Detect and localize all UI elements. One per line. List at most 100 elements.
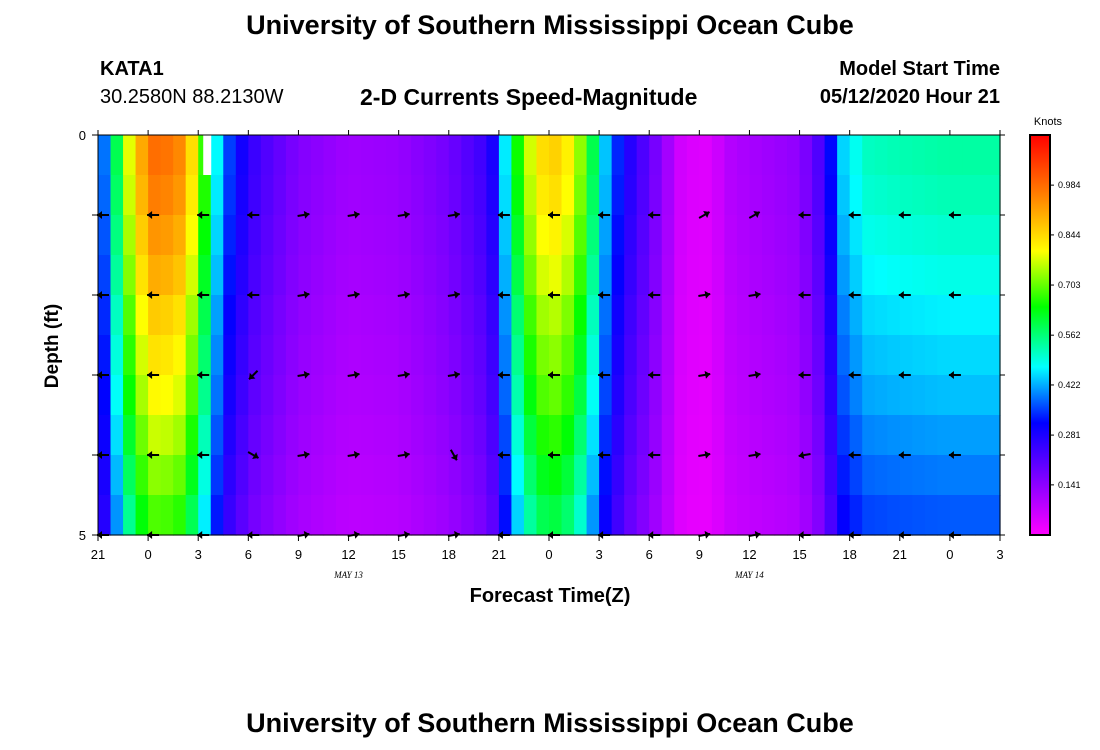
heatmap-cell <box>173 415 187 456</box>
current-vector-arrow <box>297 370 310 379</box>
heatmap-cell <box>824 175 838 216</box>
heatmap-cell <box>511 215 525 256</box>
heatmap-cell <box>123 255 137 296</box>
current-vector-arrow <box>948 451 961 459</box>
arrow-head <box>247 291 253 299</box>
arrow-head <box>598 211 604 219</box>
heatmap-cell <box>649 135 663 176</box>
current-vector-arrow <box>598 451 611 459</box>
heatmap-cell <box>98 415 112 456</box>
heatmap-cell <box>549 495 563 536</box>
heatmap-cell <box>210 495 224 536</box>
heatmap-cell <box>649 455 663 496</box>
heatmap-cell <box>586 495 600 536</box>
heatmap-cell <box>486 495 500 536</box>
x-axis-label: Forecast Time(Z) <box>469 585 631 607</box>
heatmap-cell <box>887 335 901 376</box>
heatmap-cell <box>536 375 550 416</box>
heatmap-cell <box>361 415 375 456</box>
current-vector-arrow <box>848 451 861 459</box>
heatmap-cell <box>987 175 1001 216</box>
heatmap-cell <box>373 135 387 176</box>
heatmap-cell <box>749 415 763 456</box>
heatmap-cell <box>899 495 913 536</box>
heatmap-cell <box>874 175 888 216</box>
heatmap-cell <box>110 175 124 216</box>
heatmap-cell <box>235 335 249 376</box>
heatmap-cell <box>536 255 550 296</box>
heatmap-cell <box>787 375 801 416</box>
arrow-head <box>798 211 804 219</box>
heatmap-cell <box>448 495 462 536</box>
heatmap-cell <box>574 175 588 216</box>
heatmap-cell <box>699 135 713 176</box>
heatmap-cell <box>348 295 362 336</box>
arrow-head <box>548 291 553 299</box>
heatmap-cell <box>511 135 525 176</box>
heatmap-cell <box>549 415 563 456</box>
heatmap-cell <box>599 255 613 296</box>
heatmap-cell <box>862 135 876 176</box>
heatmap-cell <box>761 135 776 176</box>
heatmap-cell <box>336 455 350 496</box>
heatmap-cell <box>962 135 976 176</box>
heatmap-cell <box>787 135 801 176</box>
heatmap-cell <box>974 255 989 296</box>
heatmap-cell <box>373 375 387 416</box>
heatmap-cell <box>285 135 300 176</box>
heatmap-cell <box>799 135 813 176</box>
heatmap-cell <box>310 335 325 376</box>
heatmap-cell <box>348 495 362 536</box>
heatmap-cell <box>812 455 826 496</box>
heatmap-cell <box>110 255 124 296</box>
arrow-head <box>754 370 761 379</box>
heatmap-cell <box>336 215 350 256</box>
heatmap-cell <box>636 175 650 216</box>
heatmap-cell <box>235 135 249 176</box>
heatmap-cell <box>812 255 826 296</box>
arrow-head <box>147 211 153 219</box>
heatmap-cell <box>724 335 738 376</box>
heatmap-cell <box>837 215 851 256</box>
heatmap-cell <box>761 415 776 456</box>
heatmap-cell <box>561 215 575 256</box>
heatmap-cell <box>749 375 763 416</box>
current-vector-arrow <box>548 371 560 379</box>
heatmap-cell <box>962 495 976 536</box>
heatmap-cell <box>924 415 938 456</box>
heatmap-cell <box>123 215 137 256</box>
arrow-head <box>898 451 904 459</box>
heatmap-cell <box>736 375 751 416</box>
heatmap-cell <box>549 175 563 216</box>
heatmap-cell <box>235 455 249 496</box>
current-vector-arrow <box>698 370 711 379</box>
arrow-head <box>598 291 604 299</box>
heatmap-cell <box>436 175 450 216</box>
current-vector-arrow <box>898 371 911 379</box>
arrow-head <box>754 450 761 459</box>
arrow-head <box>798 371 804 379</box>
heatmap-cell <box>549 295 563 336</box>
current-vector-arrow <box>297 210 310 219</box>
heatmap-cell <box>198 375 212 416</box>
heatmap-cell <box>887 255 901 296</box>
heatmap-cell <box>874 495 888 536</box>
current-vector-arrow <box>247 211 260 219</box>
heatmap-cell <box>549 335 563 376</box>
heatmap-cell <box>974 215 989 256</box>
heatmap-cell <box>586 215 600 256</box>
heatmap-cell <box>912 135 926 176</box>
heatmap-cell <box>98 215 112 256</box>
heatmap-cell <box>323 215 337 256</box>
heatmap-cell <box>686 215 700 256</box>
heatmap-cell <box>962 295 976 336</box>
heatmap-cell <box>448 215 462 256</box>
heatmap-cell <box>523 495 538 536</box>
station-id: KATA1 <box>100 58 164 80</box>
heatmap-cell <box>411 415 425 456</box>
heatmap-cell <box>749 295 763 336</box>
heatmap-cell <box>498 135 513 176</box>
heatmap-cell <box>599 335 613 376</box>
x-tick-label: 3 <box>195 547 202 562</box>
